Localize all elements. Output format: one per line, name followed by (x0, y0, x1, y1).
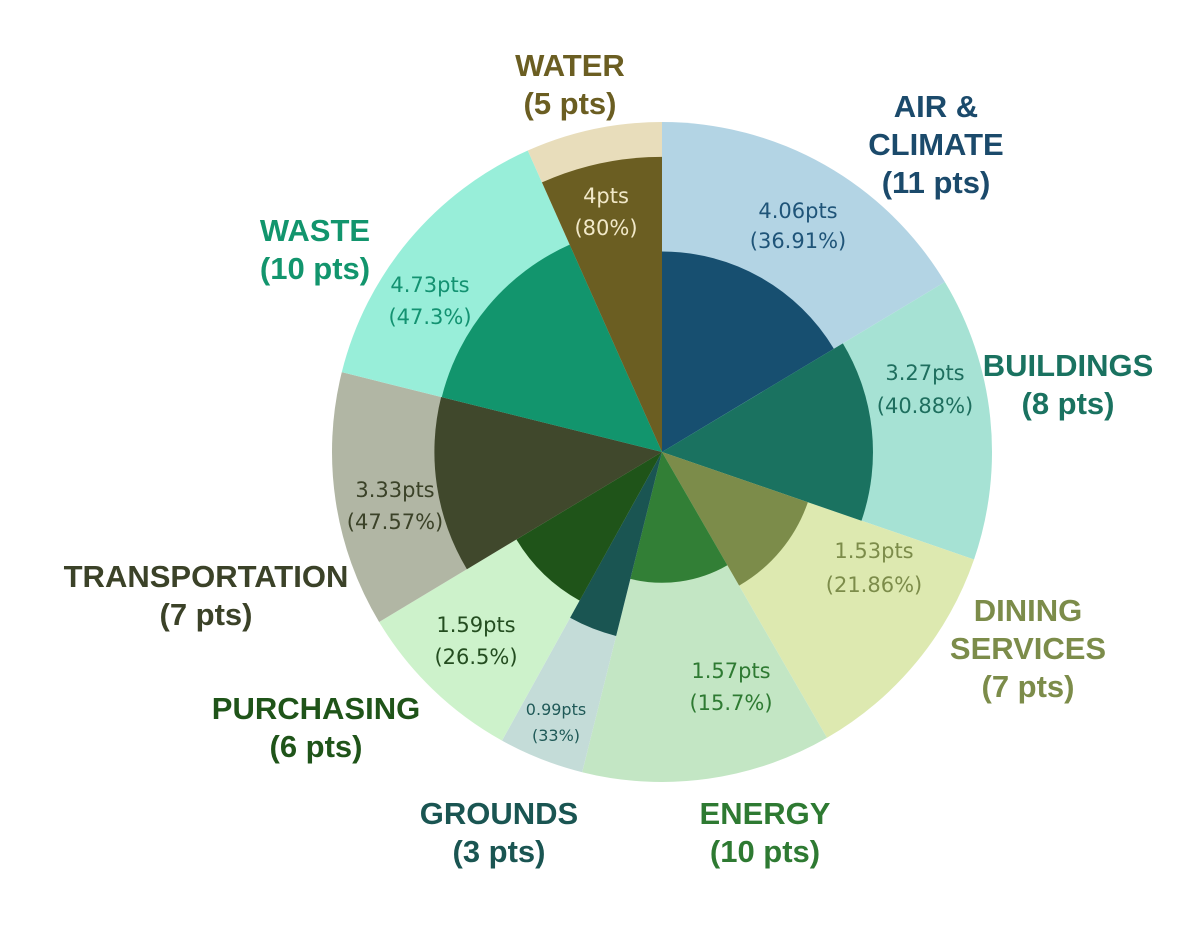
percent-label-waste: (47.3%) (388, 305, 471, 329)
category-points-grounds: (3 pts) (453, 834, 546, 869)
category-name-dining-services: DINING (974, 593, 1083, 628)
inner-sector-air-climate (662, 251, 834, 452)
percent-label-buildings: (40.88%) (877, 394, 973, 418)
category-name-purchasing: PURCHASING (212, 691, 420, 726)
category-points-water: (5 pts) (524, 86, 617, 121)
percent-label-grounds: (33%) (532, 726, 580, 745)
percent-label-transportation: (47.57%) (347, 510, 443, 534)
inner-sector-purchasing (516, 452, 662, 601)
value-label-purchasing: 1.59pts (436, 613, 515, 637)
value-label-water: 4pts (583, 184, 629, 208)
category-labels: AIR &CLIMATE(11 pts) BUILDINGS(8 pts) DINI… (64, 48, 1154, 869)
value-label-grounds: 0.99pts (526, 700, 586, 719)
percent-label-air-climate: (36.91%) (750, 229, 846, 253)
inner-sector-water (541, 156, 662, 452)
category-points-purchasing: (6 pts) (270, 729, 363, 764)
category-name-dining-services: SERVICES (950, 631, 1106, 666)
category-name-buildings: BUILDINGS (983, 348, 1154, 383)
inner-sector-buildings (662, 343, 873, 521)
percent-label-water: (80%) (574, 216, 637, 240)
inner-sector-waste (441, 244, 662, 452)
value-label-dining-services: 1.53pts (834, 539, 913, 563)
category-points-transportation: (7 pts) (160, 597, 253, 632)
category-points-buildings: (8 pts) (1022, 386, 1115, 421)
value-label-waste: 4.73pts (390, 273, 469, 297)
percent-label-energy: (15.7%) (689, 691, 772, 715)
value-label-buildings: 3.27pts (885, 361, 964, 385)
inner-sector-grounds (570, 452, 662, 636)
category-name-waste: WASTE (260, 213, 370, 248)
inner-sectors (434, 156, 873, 636)
inner-sector-transportation (434, 396, 662, 570)
inner-sector-dining-services (662, 452, 808, 586)
percent-label-dining-services: (21.86%) (826, 573, 922, 597)
category-name-transportation: TRANSPORTATION (64, 559, 349, 594)
category-points-energy: (10 pts) (710, 834, 820, 869)
category-name-energy: ENERGY (700, 796, 831, 831)
category-name-air-climate: CLIMATE (868, 127, 1003, 162)
category-points-air-climate: (11 pts) (882, 165, 991, 200)
category-points-waste: (10 pts) (260, 251, 370, 286)
inner-sector-energy (630, 452, 728, 583)
value-label-air-climate: 4.06pts (758, 199, 837, 223)
value-label-transportation: 3.33pts (355, 478, 434, 502)
category-name-water: WATER (515, 48, 625, 83)
category-name-grounds: GROUNDS (420, 796, 578, 831)
category-points-dining-services: (7 pts) (982, 669, 1075, 704)
value-labels: 4.06pts (36.91%) 3.27pts (40.88%) 1.53pts (21… (347, 184, 973, 745)
percent-label-purchasing: (26.5%) (434, 645, 517, 669)
category-name-air-climate: AIR & (894, 89, 978, 124)
value-label-energy: 1.57pts (691, 659, 770, 683)
